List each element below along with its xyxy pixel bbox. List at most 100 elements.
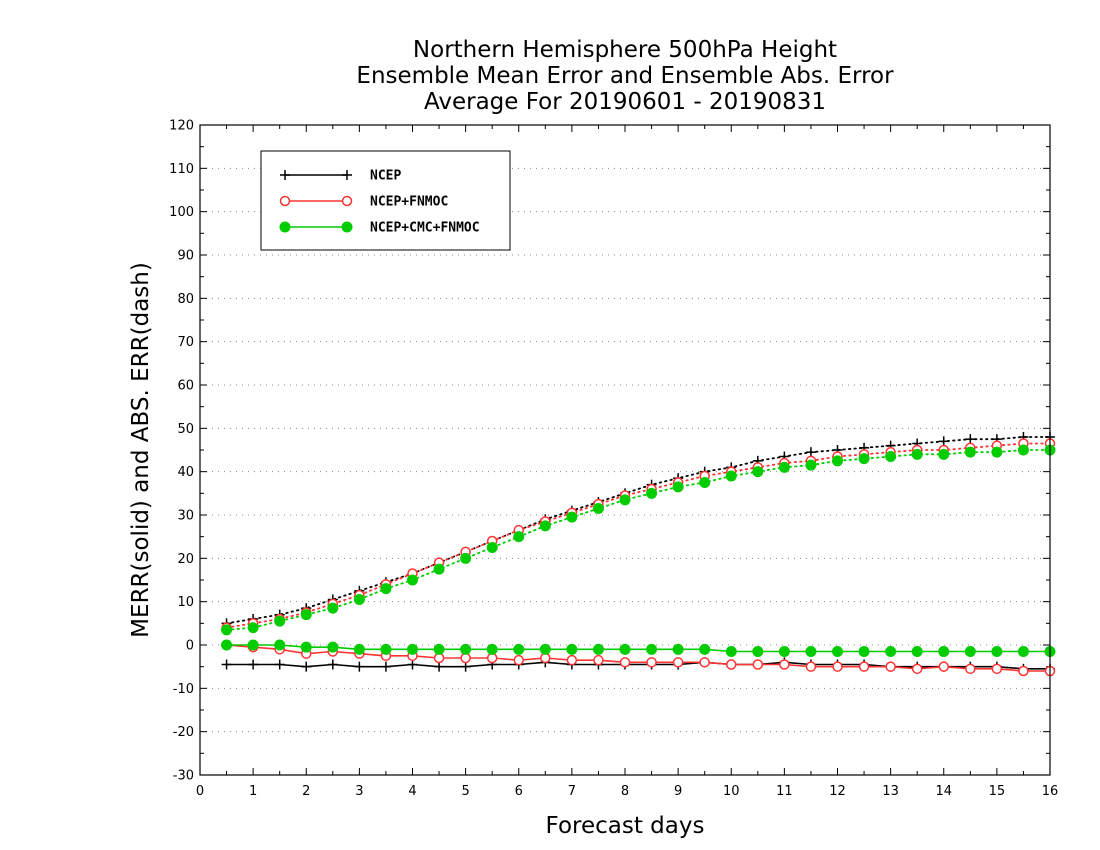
grid-lines xyxy=(200,167,1050,733)
y-tick-label: -10 xyxy=(173,682,194,697)
mean-err-point xyxy=(592,643,604,655)
x-tick-label: 4 xyxy=(408,784,416,799)
y-tick-label: 0 xyxy=(186,639,194,654)
y-tick-label: 30 xyxy=(177,509,194,524)
abs-err-line xyxy=(225,449,1051,631)
mean-err-point xyxy=(460,661,471,672)
legend-marker xyxy=(279,195,291,207)
legend: NCEP NCEP+FNMOC NCEP+CMC+FNMOC xyxy=(260,150,511,251)
mean-err-point xyxy=(752,646,764,657)
mean-err-point xyxy=(1018,665,1029,677)
mean-err-point xyxy=(380,643,392,655)
x-tick-label: 0 xyxy=(196,784,204,799)
x-tick-label: 7 xyxy=(568,784,576,799)
mean-err-point xyxy=(911,663,923,675)
abs-err-point xyxy=(778,461,790,473)
abs-err-point xyxy=(938,448,950,460)
abs-err-point xyxy=(592,503,604,514)
mean-err-point xyxy=(646,657,657,668)
legend-marker xyxy=(280,170,290,180)
abs-err-point xyxy=(221,624,233,636)
mean-err-point xyxy=(646,643,658,655)
mean-err-point xyxy=(433,652,445,664)
mean-err-point xyxy=(938,646,950,657)
y-tick-label: 120 xyxy=(169,119,194,134)
legend-label: NCEP+CMC+FNMOC xyxy=(370,221,480,236)
mean-err-point xyxy=(911,646,923,657)
abs-err-line xyxy=(225,436,1051,625)
x-tick-label: 12 xyxy=(829,784,846,799)
legend-marker xyxy=(341,221,353,233)
mean-err-point xyxy=(858,661,870,672)
abs-err-point xyxy=(699,477,711,488)
x-tick-label: 8 xyxy=(621,784,629,799)
abs-err-point xyxy=(885,451,897,462)
mean-err-point xyxy=(486,643,498,655)
y-tick-label: 20 xyxy=(177,552,194,567)
abs-err-point xyxy=(539,520,551,532)
x-tick-label: 11 xyxy=(776,784,793,799)
x-tick-label: 6 xyxy=(515,784,523,799)
abs-err-line xyxy=(225,442,1051,629)
mean-err-point xyxy=(672,657,684,668)
mean-err-point xyxy=(699,657,710,668)
mean-err-point xyxy=(699,643,711,655)
mean-err-point xyxy=(965,663,976,675)
abs-err-point xyxy=(380,583,392,595)
y-tick-label: 90 xyxy=(177,249,194,264)
mean-err-point xyxy=(433,643,445,655)
abs-err-point xyxy=(991,446,1003,458)
legend-marker xyxy=(279,221,291,233)
legend-item: NCEP xyxy=(280,169,401,184)
series-ncep-fnmoc xyxy=(221,438,1056,677)
mean-err-point xyxy=(327,659,338,670)
legend-label: NCEP xyxy=(370,169,401,184)
abs-err-point xyxy=(327,602,339,614)
abs-err-point xyxy=(300,609,312,621)
mean-err-point xyxy=(805,661,817,672)
abs-err-point xyxy=(725,470,737,482)
mean-err-point xyxy=(964,646,976,657)
y-axis-ticks: -30 -20 -10 0 10 20 30 40 50 60 70 80 90 100 110 120 xyxy=(169,119,1050,784)
abs-err-point xyxy=(858,453,870,465)
mean-err-point xyxy=(513,643,525,655)
mean-err-point xyxy=(539,643,551,655)
mean-err-point xyxy=(301,661,312,672)
mean-err-point xyxy=(460,652,471,664)
mean-err-point xyxy=(885,661,896,672)
y-tick-label: 60 xyxy=(177,379,194,394)
mean-err-point xyxy=(248,659,259,670)
mean-err-point xyxy=(805,646,817,657)
plot-frame xyxy=(199,124,1051,776)
chart-title-line-1: Northern Hemisphere 500hPa Height xyxy=(412,37,838,63)
mean-err-point xyxy=(434,661,445,672)
series-ncep-cmc-fnmoc xyxy=(221,444,1056,657)
mean-err-point xyxy=(380,661,391,672)
x-tick-label: 5 xyxy=(461,784,469,799)
abs-err-point xyxy=(672,481,684,493)
abs-err-point xyxy=(964,446,976,458)
abs-err-point xyxy=(247,622,259,634)
abs-err-point xyxy=(752,466,764,478)
mean-err-point xyxy=(619,657,631,668)
abs-err-point xyxy=(805,459,817,471)
abs-err-point xyxy=(486,542,498,553)
abs-err-point xyxy=(911,448,923,460)
mean-err-point xyxy=(221,659,232,670)
mean-err-point xyxy=(725,646,737,657)
mean-err-point xyxy=(778,646,790,657)
abs-err-point xyxy=(938,436,949,447)
abs-err-point xyxy=(460,552,472,564)
abs-err-point xyxy=(274,615,286,627)
y-tick-label: -20 xyxy=(173,725,194,740)
mean-err-point xyxy=(353,643,365,655)
legend-marker xyxy=(342,170,352,180)
mean-err-point xyxy=(327,641,339,653)
abs-err-point xyxy=(832,455,843,467)
mean-err-point xyxy=(619,643,631,655)
mean-err-point xyxy=(726,659,737,670)
abs-err-point xyxy=(566,511,578,523)
mean-err-point xyxy=(566,654,578,666)
mean-err-point xyxy=(938,661,949,672)
